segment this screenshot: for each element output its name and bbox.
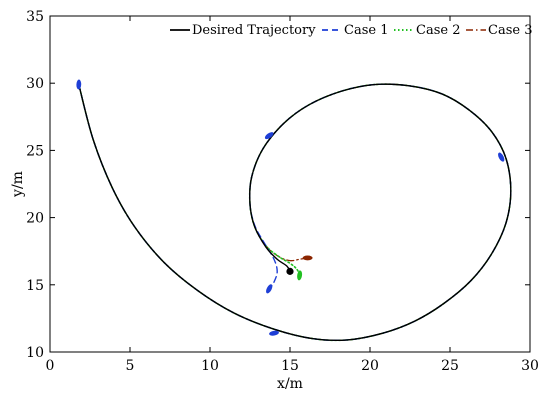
y-tick-label: 20 (26, 211, 44, 227)
x-tick-label: 20 (361, 358, 379, 374)
legend-label: Desired Trajectory (192, 23, 316, 38)
x-tick-label: 15 (281, 358, 299, 374)
y-tick-label: 30 (26, 76, 44, 92)
x-tick-label: 25 (441, 358, 459, 374)
vessel-marker (269, 330, 279, 336)
series-line-desired-trajectory (78, 83, 512, 342)
y-tick-label: 35 (26, 9, 44, 25)
x-tick-label: 30 (521, 358, 539, 374)
marker-layer (76, 79, 505, 336)
y-tick-label: 15 (26, 278, 44, 294)
x-tick-label: 5 (126, 358, 135, 374)
vessel-marker (76, 79, 82, 90)
vessel-marker (264, 132, 274, 140)
series-layer (78, 83, 512, 342)
target-point-marker (286, 267, 294, 275)
y-tick-label: 10 (26, 345, 44, 361)
plot-area (49, 15, 531, 353)
vessel-marker (302, 255, 313, 261)
vessel-marker (297, 270, 303, 281)
vessel-marker (498, 152, 505, 162)
legend-label: Case 2 (416, 23, 460, 38)
x-tick-label: 0 (46, 358, 55, 374)
legend-label: Case 1 (344, 23, 388, 38)
y-tick-label: 25 (26, 143, 44, 159)
legend: Desired Trajectory Case 1 Case 2 Case 3 (170, 23, 532, 38)
x-tick-label: 10 (201, 358, 219, 374)
vessel-marker (266, 284, 273, 294)
legend-label: Case 3 (488, 23, 532, 38)
y-axis-label: y/m (10, 171, 26, 198)
tick-layer: 0 5 10 15 20 25 30 10 15 20 25 30 35 (26, 9, 539, 374)
x-axis-label: x/m (277, 376, 303, 392)
